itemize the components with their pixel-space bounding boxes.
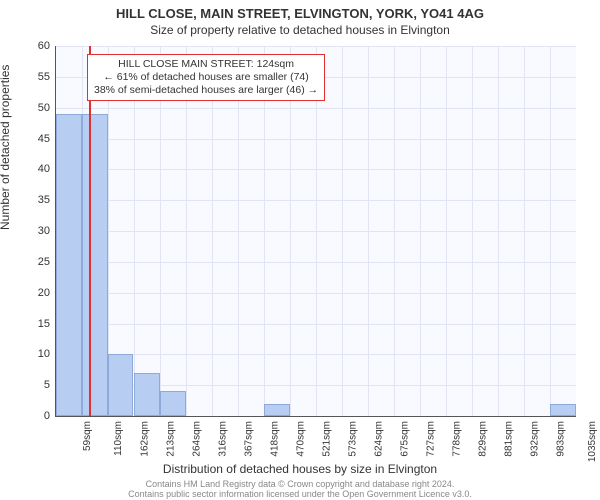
y-tick: 40 xyxy=(20,163,50,175)
gridline-v xyxy=(264,46,265,416)
x-tick: 110sqm xyxy=(113,421,124,456)
x-tick: 573sqm xyxy=(348,421,359,457)
footer-line-1: Contains HM Land Registry data © Crown c… xyxy=(146,479,455,489)
chart-title: HILL CLOSE, MAIN STREET, ELVINGTON, YORK… xyxy=(0,0,600,21)
histogram-bar xyxy=(108,354,134,416)
x-tick: 829sqm xyxy=(478,421,489,457)
y-tick: 20 xyxy=(20,287,50,299)
x-tick: 418sqm xyxy=(270,421,281,457)
annot-line-3: 38% of semi-detached houses are larger (… xyxy=(94,84,318,96)
x-tick: 521sqm xyxy=(322,421,333,457)
x-tick: 881sqm xyxy=(504,421,515,457)
x-tick: 162sqm xyxy=(140,421,151,457)
gridline-v xyxy=(368,46,369,416)
x-tick: 778sqm xyxy=(452,421,463,457)
x-tick: 470sqm xyxy=(296,421,307,457)
histogram-bar xyxy=(550,404,576,416)
x-tick: 932sqm xyxy=(530,421,541,457)
histogram-bar xyxy=(134,373,160,416)
y-tick: 0 xyxy=(20,410,50,422)
x-tick: 367sqm xyxy=(244,421,255,457)
gridline-v xyxy=(524,46,525,416)
y-tick: 60 xyxy=(20,40,50,52)
gridline-v xyxy=(420,46,421,416)
y-tick: 25 xyxy=(20,256,50,268)
histogram-bar xyxy=(56,114,82,416)
y-tick: 15 xyxy=(20,318,50,330)
x-tick: 624sqm xyxy=(374,421,385,457)
gridline-v xyxy=(290,46,291,416)
chart-container: HILL CLOSE, MAIN STREET, ELVINGTON, YORK… xyxy=(0,0,600,500)
y-tick: 5 xyxy=(20,379,50,391)
y-tick: 55 xyxy=(20,71,50,83)
y-tick: 10 xyxy=(20,348,50,360)
y-axis-label: Number of detached properties xyxy=(0,65,12,230)
gridline-v xyxy=(212,46,213,416)
gridline-v xyxy=(238,46,239,416)
gridline-v xyxy=(472,46,473,416)
gridline-v xyxy=(394,46,395,416)
x-axis-label: Distribution of detached houses by size … xyxy=(0,462,600,476)
gridline-v xyxy=(446,46,447,416)
gridline-v xyxy=(134,46,135,416)
histogram-bar xyxy=(160,391,186,416)
histogram-bar xyxy=(82,114,108,416)
footer-line-2: Contains public sector information licen… xyxy=(128,489,472,499)
x-tick: 1035sqm xyxy=(587,421,598,462)
annot-line-1: HILL CLOSE MAIN STREET: 124sqm xyxy=(118,58,294,70)
chart-subtitle: Size of property relative to detached ho… xyxy=(0,21,600,37)
x-tick: 213sqm xyxy=(166,421,177,457)
x-tick: 983sqm xyxy=(556,421,567,457)
marker-line xyxy=(89,46,91,416)
plot-area xyxy=(55,46,576,417)
annotation-box: HILL CLOSE MAIN STREET: 124sqm← 61% of d… xyxy=(87,54,325,101)
y-tick: 45 xyxy=(20,133,50,145)
y-tick: 35 xyxy=(20,194,50,206)
gridline-v xyxy=(498,46,499,416)
x-tick: 264sqm xyxy=(192,421,203,457)
gridline-v xyxy=(160,46,161,416)
histogram-bar xyxy=(264,404,290,416)
annot-line-2: ← 61% of detached houses are smaller (74… xyxy=(103,71,308,83)
x-tick: 675sqm xyxy=(400,421,411,457)
chart-area: 051015202530354045505560 xyxy=(55,46,575,416)
x-tick: 59sqm xyxy=(82,421,93,451)
x-tick: 316sqm xyxy=(218,421,229,457)
gridline-v xyxy=(186,46,187,416)
y-tick: 50 xyxy=(20,102,50,114)
y-tick: 30 xyxy=(20,225,50,237)
gridline-v xyxy=(316,46,317,416)
gridline-v xyxy=(342,46,343,416)
footer: Contains HM Land Registry data © Crown c… xyxy=(0,480,600,500)
x-tick: 727sqm xyxy=(426,421,437,457)
gridline-v xyxy=(550,46,551,416)
